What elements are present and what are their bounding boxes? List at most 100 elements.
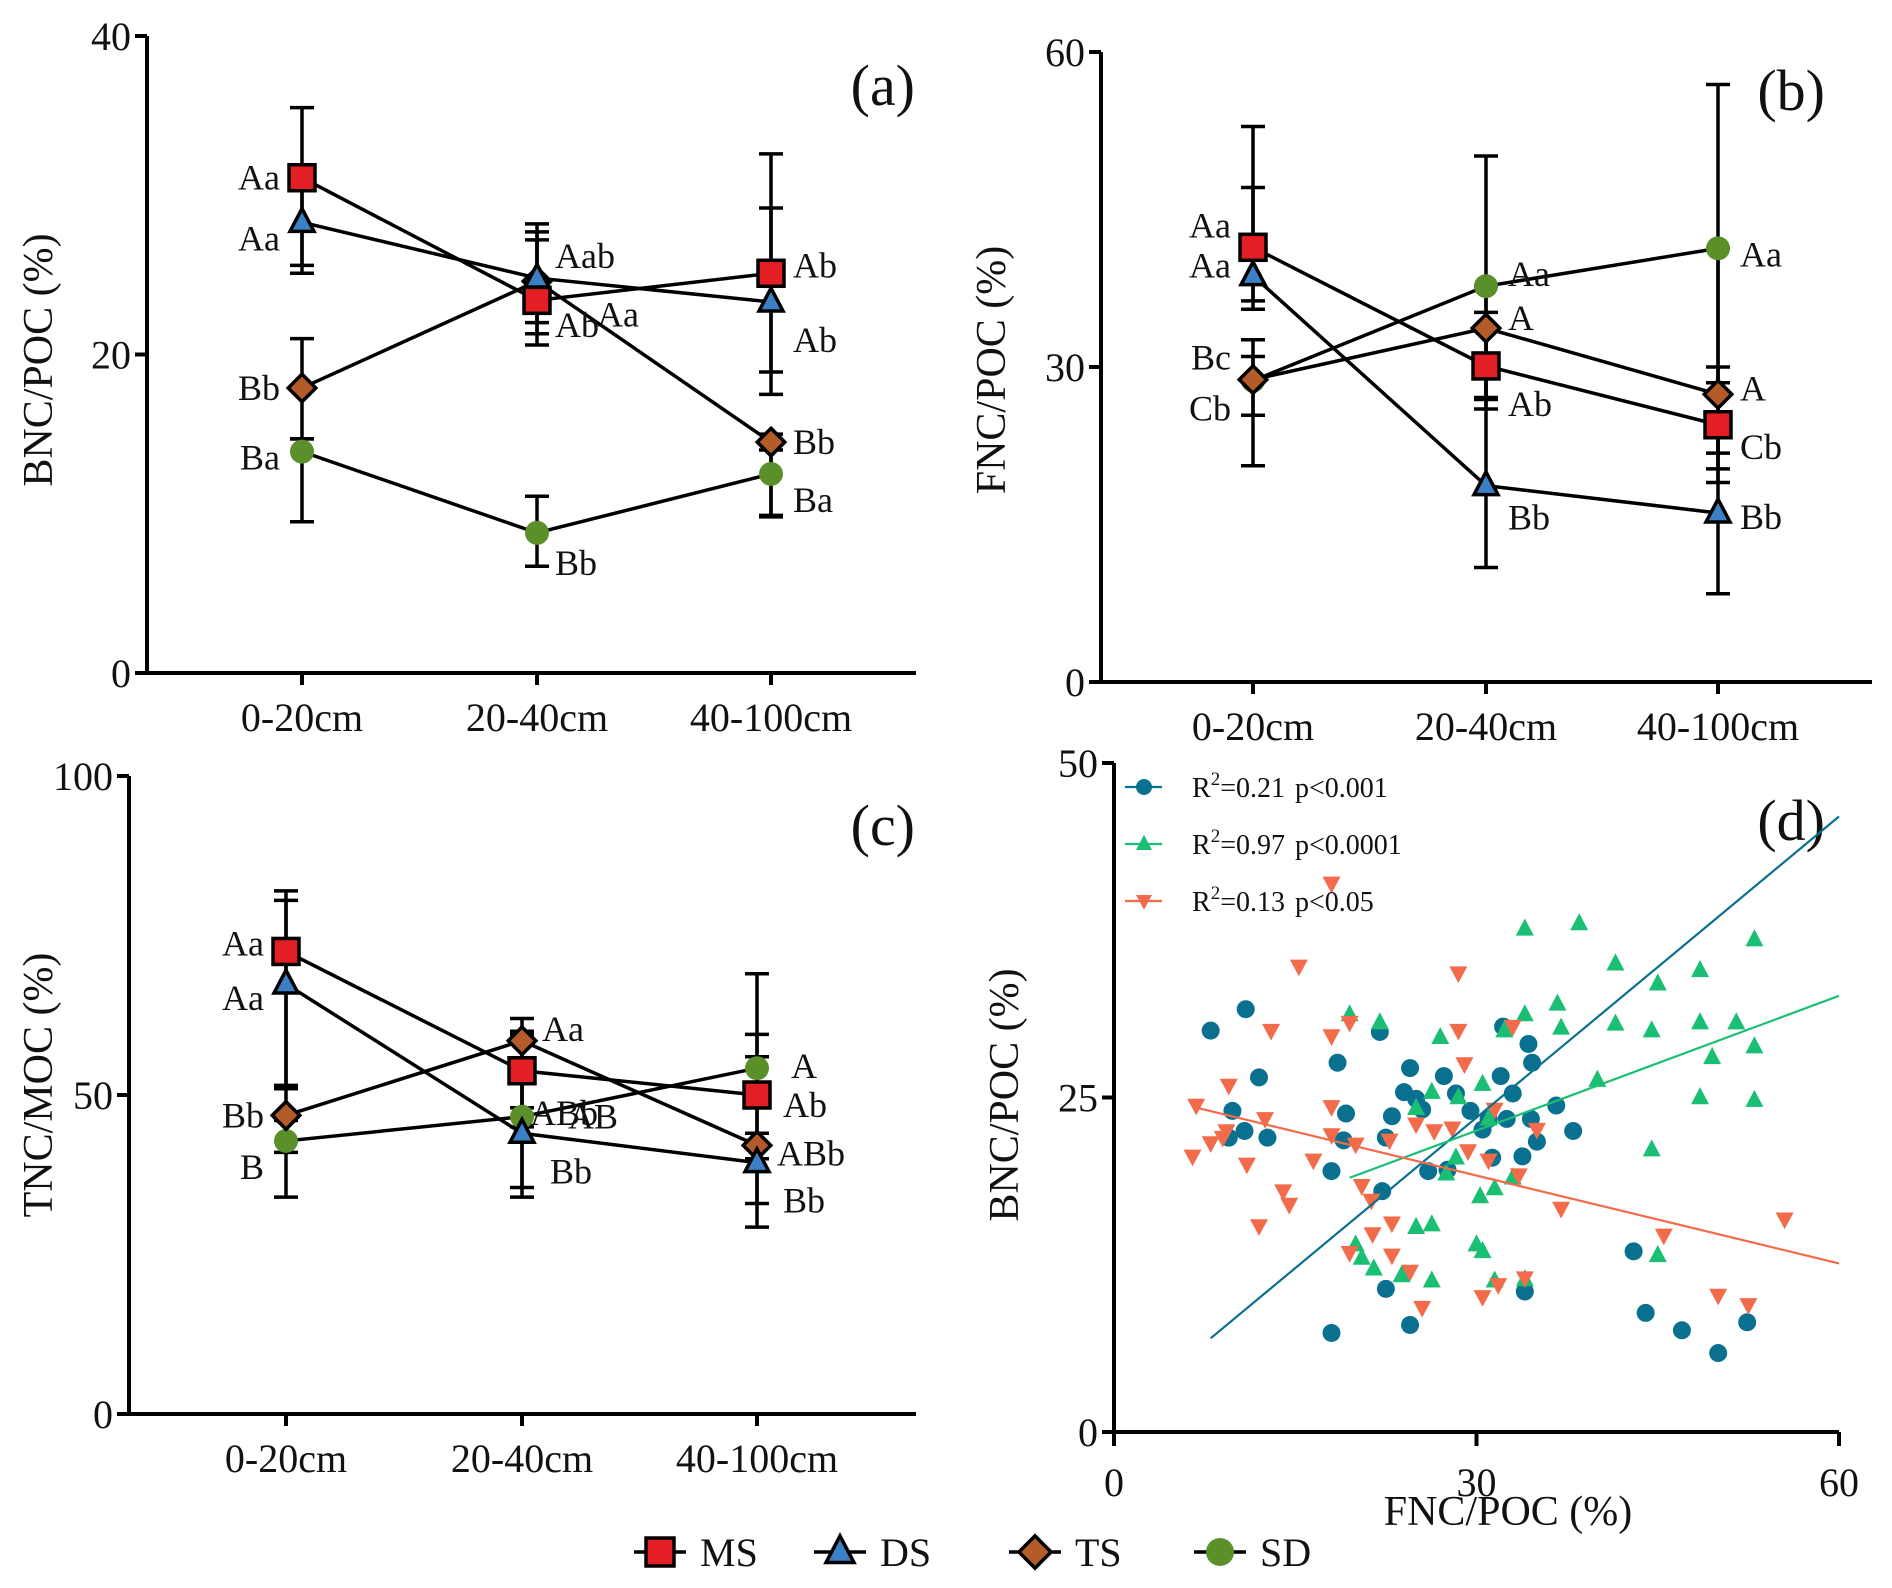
scatter-point-triangle-up [1370,1012,1389,1030]
y-axis-title: FNC/POC (%) [969,246,1015,495]
regression-legend-label: R2=0.13 p<0.05 [1192,883,1374,918]
y-axis-title: BNC/POC (%) [16,233,62,486]
p-value: p<0.0001 [1295,830,1402,861]
legend-marker-circle [1136,779,1152,795]
scatter-point-triangle-down [1340,1245,1359,1263]
scatter-point-triangle-up [1422,1081,1441,1099]
scatter-point-circle [1322,1162,1341,1181]
scatter-point-triangle-down [1213,1130,1232,1148]
significance-label: Aa [542,1009,584,1049]
scatter-point-circle [1401,1059,1420,1078]
legend-marker-square [644,1536,676,1568]
point-ts [505,1024,539,1058]
scatter-point-circle [1515,1282,1534,1301]
scatter-point-circle [1491,1067,1510,1086]
superscript-2: 2 [1211,826,1221,847]
y-tick-label: 30 [1045,345,1085,390]
point-ds [756,284,786,313]
significance-label: Bb [555,543,597,583]
scatter-point-triangle-up [1515,1004,1534,1022]
point-ts [1469,311,1503,345]
scatter-point-circle [1401,1315,1420,1334]
scatter-point-triangle-down [1322,1100,1341,1117]
x-tick-label: 40-100cm [690,695,852,740]
scatter-point-triangle-up [1570,913,1589,931]
point-ms [522,285,552,316]
scatter-point-circle [1527,1132,1546,1151]
scatter-point-triangle-down [1382,1248,1401,1266]
scatter-point-triangle-down [1304,1153,1323,1171]
x-tick-label: 30 [1457,1460,1497,1505]
point-ms [742,1080,772,1110]
point-ds [1703,495,1733,524]
scatter-point-circle [1250,1068,1268,1087]
legend-marker-circle [1206,1538,1234,1566]
significance-label: Aa [1189,205,1231,245]
significance-label: Bb [793,422,835,462]
scatter-point-triangle-up [1473,1241,1492,1259]
scatter-point-circle [1672,1321,1691,1340]
legend-marker-diamond [1016,1533,1054,1571]
point-sd [290,439,314,464]
legend-item-ts: TS [1009,1530,1122,1575]
scatter-point-triangle-down [1262,1023,1281,1041]
legend-marker-triangle-up [823,1532,857,1565]
legend-item-ds: DS [814,1530,931,1575]
significance-label: Aa [1508,254,1550,294]
significance-label: Aa [1740,234,1782,274]
legend-marker-triangle-down [1136,895,1152,910]
scatter-point-triangle-down [1237,1157,1256,1175]
regression-legend-item-1: R2=0.97 p<0.0001 [1125,826,1402,861]
scatter-point-triangle-up [1437,1163,1456,1181]
x-tick-label: 0-20cm [241,695,363,740]
scatter-point-triangle-down [1340,1015,1359,1033]
panel-label: (d) [1757,788,1825,853]
significance-label: A [1740,368,1766,408]
superscript-2: 2 [1211,883,1221,904]
significance-label: Aa [238,158,280,198]
scatter-point-triangle-down [1775,1212,1794,1230]
significance-label: A [791,1046,817,1086]
scatter-point-triangle-down [1183,1149,1202,1167]
y-tick-label: 100 [53,754,113,799]
significance-label: Aa [1189,246,1231,286]
scatter-point-circle [1328,1053,1347,1072]
scatter-point-circle [1519,1034,1538,1053]
point-ts [269,1099,303,1132]
scatter-point-circle [1258,1128,1277,1147]
scatter-point-circle [1461,1101,1480,1120]
point-ms [271,936,301,967]
point-ds [271,966,301,995]
scatter-point-triangle-down [1322,876,1341,894]
panel-c: 0 50 100 0-20cm 20-40cm 40-100cm TNC/MOC (%) (c… [16,754,916,1481]
scatter-point-triangle-up [1552,1017,1571,1035]
y-axis-title: BNC/POC (%) [982,968,1028,1221]
y-tick-label: 0 [111,651,131,696]
y-tick-label: 40 [91,14,131,59]
point-ds [287,204,317,234]
scatter-point-circle [1547,1096,1566,1115]
scatter-point-triangle-up [1431,1026,1450,1045]
x-tick-label: 20-40cm [451,1436,593,1481]
significance-label: Aab [555,236,615,276]
panel-label: (c) [851,793,915,858]
scatter-point-circle [1434,1067,1453,1086]
point-ms [756,258,786,289]
scatter-point-triangle-up [1449,1087,1468,1105]
scatter-point-triangle-down [1509,1168,1528,1186]
legend-label: DS [880,1530,931,1575]
significance-label: A [1508,298,1534,338]
scatter-point-circle [1709,1344,1728,1363]
x-tick-label: 60 [1819,1460,1859,1505]
scatter-point-triangle-down [1219,1078,1238,1096]
scatter-point-triangle-down [1515,1271,1534,1289]
y-tick-label: 50 [73,1073,113,1118]
point-sd [745,1056,769,1081]
scatter-point-triangle-up [1642,1020,1661,1038]
significance-label: Bc [1191,338,1231,378]
scatter-point-triangle-up [1691,960,1710,978]
scatter-point-triangle-up [1471,1186,1490,1204]
scatter-point-triangle-down [1274,1184,1293,1202]
significance-label: Bb [783,1181,825,1221]
